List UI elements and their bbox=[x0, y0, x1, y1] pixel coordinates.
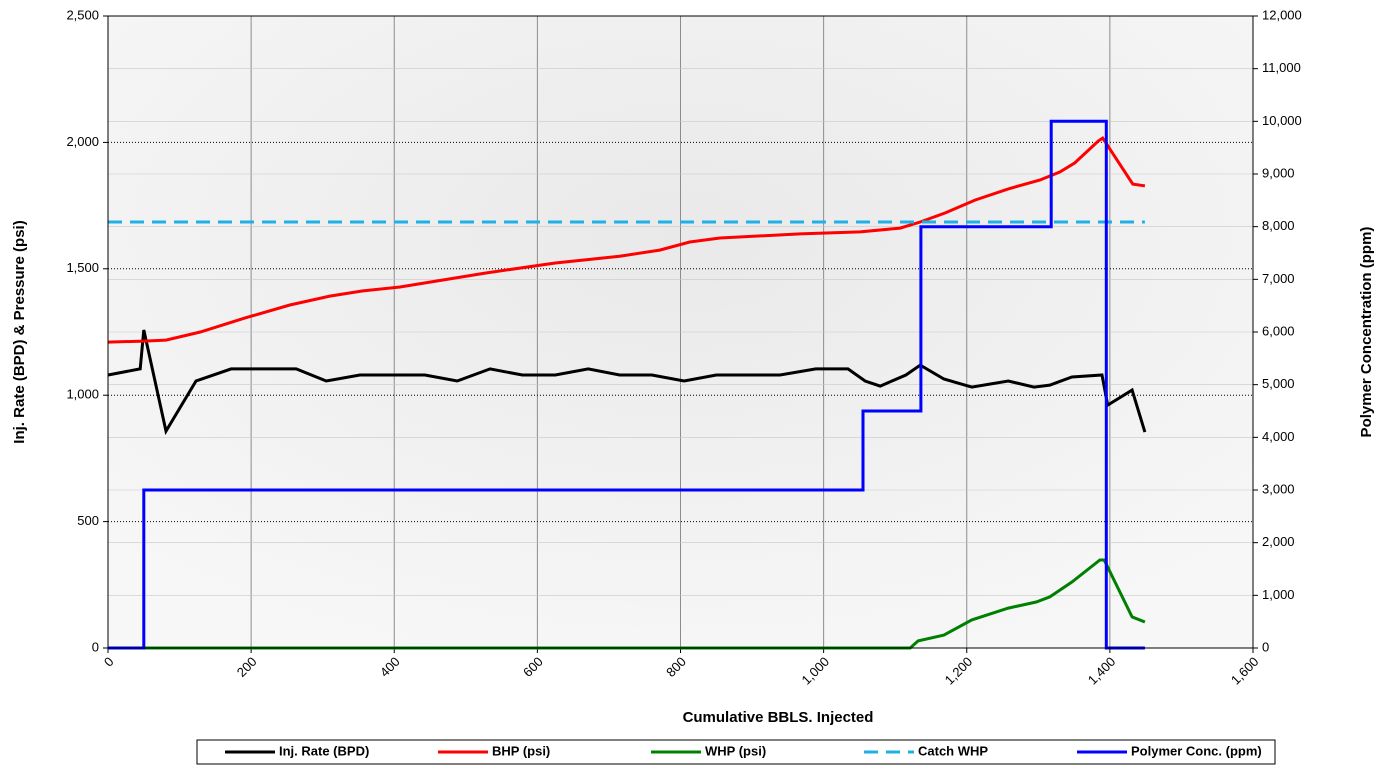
y-tick-label: 500 bbox=[77, 513, 99, 528]
x-tick-label: 1,200 bbox=[942, 654, 976, 688]
y-tick-label: 2,500 bbox=[66, 7, 99, 22]
x-tick-label: 400 bbox=[377, 654, 403, 680]
legend-label: Inj. Rate (BPD) bbox=[279, 743, 369, 758]
y2-tick-label: 10,000 bbox=[1262, 113, 1302, 128]
y-tick-label: 0 bbox=[92, 639, 99, 654]
y2-tick-label: 5,000 bbox=[1262, 376, 1295, 391]
y-tick-label: 1,000 bbox=[66, 387, 99, 402]
x-tick-label: 1,600 bbox=[1228, 654, 1262, 688]
x-tick-label: 1,400 bbox=[1085, 654, 1119, 688]
x-tick-label: 600 bbox=[520, 654, 546, 680]
y2-tick-label: 12,000 bbox=[1262, 7, 1302, 22]
x-tick-label: 200 bbox=[234, 654, 260, 680]
legend-label: Polymer Conc. (ppm) bbox=[1131, 743, 1262, 758]
x-axis-title: Cumulative BBLS. Injected bbox=[683, 709, 874, 726]
y2-tick-label: 6,000 bbox=[1262, 323, 1295, 338]
y2-tick-label: 7,000 bbox=[1262, 271, 1295, 286]
chart: Cumulative BBLS. Injected Inj. Rate (BPD… bbox=[0, 0, 1388, 765]
y-axis-title: Inj. Rate (BPD) & Pressure (psi) bbox=[11, 220, 28, 443]
x-tick-label: 1,000 bbox=[799, 654, 833, 688]
y2-tick-label: 3,000 bbox=[1262, 481, 1295, 496]
x-tick-label: 0 bbox=[101, 654, 117, 670]
y2-tick-label: 0 bbox=[1262, 639, 1269, 654]
y-tick-label: 1,500 bbox=[66, 260, 99, 275]
y-tick-label: 2,000 bbox=[66, 134, 99, 149]
y2-tick-label: 9,000 bbox=[1262, 165, 1295, 180]
y2-tick-label: 8,000 bbox=[1262, 218, 1295, 233]
y2-tick-label: 4,000 bbox=[1262, 429, 1295, 444]
y2-tick-label: 1,000 bbox=[1262, 587, 1295, 602]
y2-axis-title: Polymer Concentration (ppm) bbox=[1358, 227, 1375, 438]
legend-label: Catch WHP bbox=[918, 743, 988, 758]
x-tick-label: 800 bbox=[663, 654, 689, 680]
legend-label: WHP (psi) bbox=[705, 743, 766, 758]
legend-label: BHP (psi) bbox=[492, 743, 550, 758]
y2-tick-label: 11,000 bbox=[1262, 60, 1301, 75]
y2-tick-label: 2,000 bbox=[1262, 534, 1295, 549]
